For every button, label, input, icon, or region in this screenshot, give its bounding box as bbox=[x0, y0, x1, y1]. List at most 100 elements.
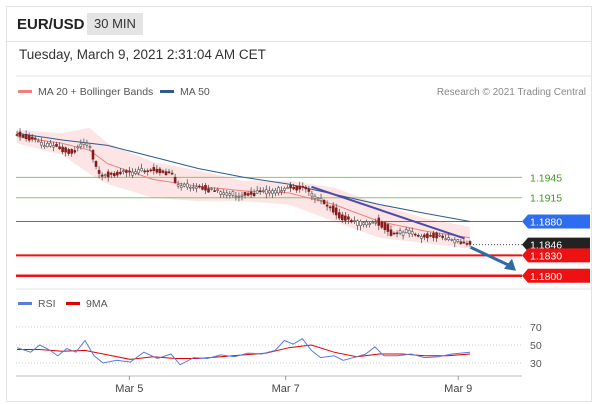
candle-body bbox=[76, 146, 80, 149]
candle-body bbox=[252, 192, 256, 196]
candle-body bbox=[420, 236, 423, 239]
candle-body bbox=[368, 223, 372, 225]
candle-body bbox=[274, 190, 277, 194]
candle-body bbox=[170, 172, 174, 175]
rsi-tick-70: 70 bbox=[530, 322, 542, 334]
candle-body bbox=[113, 173, 116, 177]
candle-body bbox=[325, 204, 329, 207]
candle-body bbox=[46, 143, 49, 148]
candle-body bbox=[365, 221, 368, 226]
candle-body bbox=[116, 171, 119, 176]
level-tag-5 bbox=[522, 268, 590, 283]
candle-body bbox=[264, 189, 268, 195]
candle-body bbox=[225, 192, 229, 196]
candle-body bbox=[249, 191, 253, 195]
ma50-line bbox=[16, 132, 471, 222]
candle-body bbox=[447, 237, 451, 240]
candle-body bbox=[240, 194, 244, 197]
candle-body bbox=[155, 168, 159, 173]
x-label-0: Mar 5 bbox=[115, 383, 143, 395]
candle-body bbox=[289, 185, 292, 189]
level-label-1: 1.1915 bbox=[530, 193, 562, 205]
candle-body bbox=[243, 192, 247, 196]
candle-body bbox=[392, 232, 396, 235]
candle-body bbox=[444, 238, 448, 241]
level-lines-layer bbox=[16, 176, 522, 278]
bollinger-band-layer bbox=[17, 127, 470, 249]
chart-widget: EUR/USD 30 MIN Tuesday, March 9, 2021 2:… bbox=[6, 6, 592, 402]
candle-body bbox=[103, 174, 107, 177]
level-label-5: 1.1800 bbox=[530, 271, 562, 283]
level-tag-3 bbox=[522, 237, 590, 252]
candle-body bbox=[465, 243, 469, 245]
candle-body bbox=[173, 176, 177, 183]
candle-body bbox=[462, 241, 466, 244]
candle-body bbox=[362, 222, 365, 225]
forecast-arrow-shaft bbox=[469, 245, 511, 268]
candle-body bbox=[255, 190, 259, 194]
candle-body bbox=[371, 221, 375, 224]
rsi-tick-30: 30 bbox=[530, 358, 542, 370]
candle-body bbox=[386, 224, 390, 232]
candle-body bbox=[164, 171, 168, 176]
candle-body bbox=[216, 189, 219, 191]
candle-body bbox=[207, 188, 210, 193]
candle-body bbox=[67, 149, 70, 154]
ma20-legend-label: MA 20 + Bollinger Bands bbox=[38, 86, 153, 98]
level-tag-4 bbox=[522, 248, 590, 263]
candle-body bbox=[234, 195, 238, 198]
candle-body bbox=[213, 190, 216, 192]
candle-body bbox=[271, 190, 274, 194]
candle-body bbox=[33, 137, 37, 140]
candle-body bbox=[143, 170, 146, 173]
candle-body bbox=[73, 150, 77, 153]
candle-body bbox=[377, 217, 381, 226]
candle-body bbox=[122, 170, 125, 172]
candle-body bbox=[109, 172, 113, 175]
candle-body bbox=[189, 186, 192, 189]
candle-body bbox=[334, 207, 338, 216]
candle-body bbox=[450, 239, 454, 241]
moving-average-layer bbox=[16, 132, 471, 239]
level-label-2: 1.1880 bbox=[530, 216, 562, 228]
candle-body bbox=[176, 184, 180, 187]
candle-body bbox=[146, 170, 149, 172]
candle-body bbox=[158, 168, 162, 174]
candle-body bbox=[49, 142, 52, 147]
candle-body bbox=[337, 212, 341, 219]
candle-body bbox=[426, 233, 429, 239]
candle-body bbox=[398, 230, 402, 234]
candle-body bbox=[70, 149, 73, 154]
candle-body bbox=[310, 193, 314, 197]
candle-body bbox=[298, 185, 302, 190]
timeframe-button[interactable]: 30 MIN bbox=[87, 13, 143, 35]
candle-body bbox=[258, 190, 262, 192]
candle-body bbox=[468, 241, 472, 245]
candle-body bbox=[410, 231, 414, 235]
candle-body bbox=[15, 134, 19, 136]
candle-body bbox=[267, 190, 271, 194]
candle-body bbox=[401, 231, 405, 236]
candle-body bbox=[182, 183, 186, 187]
candle-body bbox=[204, 185, 207, 191]
rsi-line bbox=[16, 338, 471, 366]
rsi-ma-line bbox=[17, 344, 471, 360]
candle-body bbox=[61, 146, 64, 153]
candle-body bbox=[356, 220, 359, 226]
candle-body bbox=[149, 169, 153, 172]
candle-body bbox=[64, 147, 67, 153]
rsi-tick-50: 50 bbox=[530, 340, 542, 352]
candle-body bbox=[301, 186, 305, 188]
timestamp: Tuesday, March 9, 2021 2:31:04 AM CET bbox=[19, 47, 266, 62]
candle-body bbox=[304, 186, 308, 190]
candle-body bbox=[280, 190, 283, 193]
candle-body bbox=[88, 146, 92, 148]
candle-body bbox=[307, 188, 311, 192]
candle-body bbox=[359, 221, 362, 227]
candle-body bbox=[119, 171, 122, 175]
candle-body bbox=[350, 220, 353, 223]
candle-body bbox=[198, 185, 201, 188]
candle-body bbox=[322, 200, 326, 205]
